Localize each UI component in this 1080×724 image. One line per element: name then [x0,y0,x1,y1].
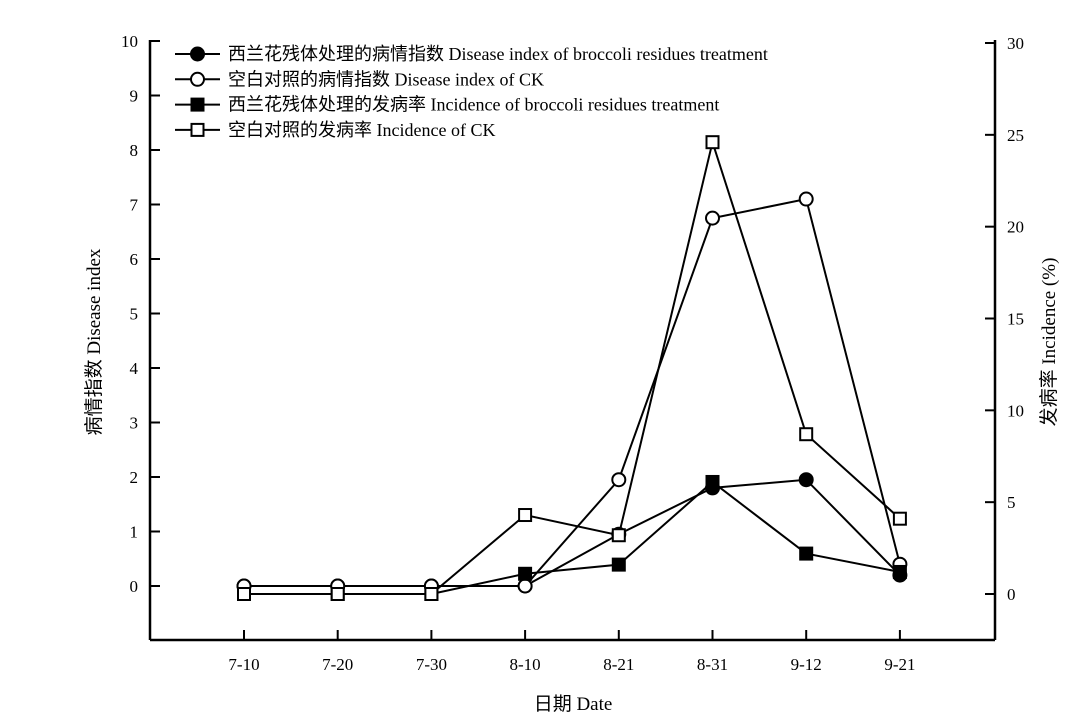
series-line [244,138,901,595]
right-y-tick-label: 0 [1007,585,1016,604]
data-point [705,474,720,489]
axes: 0 1 2 3 4 5 6 7 8 9 10 0 5 10 15 20 25 30 7-10 7-20 7-30 8-10… [121,32,1024,674]
data-point [799,546,814,561]
left-y-tick-label: 6 [130,250,139,269]
legend-label: 空白对照的发病率 Incidence of CK [228,120,495,140]
data-point [705,135,720,150]
right-y-tick-label: 20 [1007,218,1024,237]
legend-item-2: 空白对照的病情指数 Disease index of CK [175,69,544,89]
data-point [518,508,533,523]
right-y-axis-title: 发病率 Incidence (%) [1038,258,1060,427]
left-y-tick-label: 1 [130,523,139,542]
data-point [424,587,439,601]
right-y-tick-label: 15 [1007,310,1024,329]
data-point [517,578,533,594]
x-tick-label: 8-21 [603,655,634,674]
data-point [611,557,626,572]
x-tick-label: 9-21 [884,655,915,674]
data-point [892,511,907,526]
left-y-tick-label: 3 [130,414,139,433]
data-point [705,210,720,226]
left-y-tick-label: 2 [130,468,139,487]
data-point [798,191,814,207]
left-y-tick-label: 7 [130,196,139,215]
x-tick-label: 8-10 [510,655,541,674]
left-y-tick-label: 10 [121,32,138,51]
left-y-tick-label: 9 [130,87,139,106]
data-point [518,566,533,581]
legend-item-4: 空白对照的发病率 Incidence of CK [175,120,495,140]
series-line [244,480,901,595]
right-y-tick-label: 25 [1007,126,1024,145]
series-4 [237,135,907,601]
right-y-tick-label: 30 [1007,34,1024,53]
x-tick-label: 7-30 [416,655,447,674]
legend: 西兰花残体处理的病情指数 Disease index of broccoli r… [175,44,768,140]
legend-marker [190,71,205,87]
data-point [237,587,251,601]
legend-label: 西兰花残体处理的发病率 Incidence of broccoli residu… [228,95,719,115]
left-y-tick-label: 4 [130,359,139,378]
series-2 [236,191,908,594]
x-axis-title: 日期 Date [534,693,613,715]
legend-label: 空白对照的病情指数 Disease index of CK [228,69,544,89]
data-point [892,564,907,579]
left-y-tick-label: 5 [130,305,139,324]
legend-item-3: 西兰花残体处理的发病率 Incidence of broccoli residu… [175,95,719,115]
left-y-tick-label: 8 [130,141,139,160]
x-tick-label: 8-31 [697,655,728,674]
data-point [798,472,814,488]
right-y-tick-label: 10 [1007,401,1024,420]
series-layer [236,135,908,601]
series-line [244,197,901,587]
legend-marker [190,97,205,112]
x-tick-label: 9-12 [791,655,822,674]
left-y-axis-title: 病情指数 Disease index [83,248,105,435]
left-y-tick-label: 0 [130,577,139,596]
legend-marker [190,122,205,137]
data-point [611,528,626,543]
legend-item-1: 西兰花残体处理的病情指数 Disease index of broccoli r… [175,44,768,64]
data-point [611,472,627,488]
right-y-tick-label: 5 [1007,493,1016,512]
legend-label: 西兰花残体处理的病情指数 Disease index of broccoli r… [228,44,768,64]
data-point [799,427,814,442]
x-tick-label: 7-20 [322,655,353,674]
x-tick-label: 7-10 [228,655,259,674]
legend-marker [190,46,205,62]
data-point [330,587,345,601]
